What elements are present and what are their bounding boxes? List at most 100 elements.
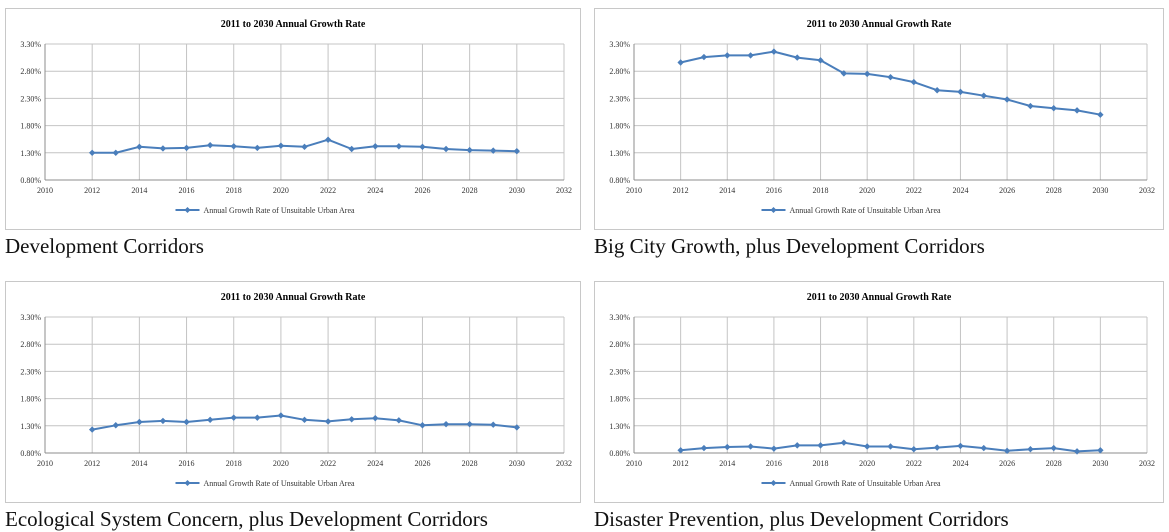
legend-label: Annual Growth Rate of Unsuitable Urban A…	[204, 206, 356, 215]
y-tick-label: 1.80%	[20, 395, 41, 404]
x-tick-label: 2022	[320, 186, 336, 195]
data-point	[112, 149, 119, 156]
x-tick-label: 2014	[131, 459, 147, 468]
data-point	[183, 144, 190, 152]
x-tick-label: 2012	[84, 186, 100, 195]
data-point	[490, 147, 497, 154]
chart-legend: Annual Growth Rate of Unsuitable Urban A…	[175, 479, 355, 488]
y-tick-label: 2.80%	[609, 67, 630, 76]
y-tick-label: 2.30%	[20, 367, 41, 376]
x-tick-label: 2030	[509, 186, 525, 195]
data-point	[1027, 445, 1034, 453]
data-point	[442, 145, 450, 153]
chart-caption: Ecological System Concern, plus Developm…	[5, 507, 488, 531]
chart-legend: Annual Growth Rate of Unsuitable Urban A…	[761, 479, 942, 488]
data-point	[980, 92, 987, 99]
x-tick-label: 2026	[999, 459, 1015, 468]
x-tick-label: 2022	[906, 459, 922, 468]
y-tick-label: 2.80%	[20, 340, 41, 349]
chart-frame: 2011 to 2030 Annual Growth Rate 0.80% 1.30…	[594, 281, 1164, 503]
data-point	[230, 414, 237, 421]
legend-marker-swatch	[184, 207, 191, 213]
plot-area	[45, 44, 564, 180]
chart-frame: 2011 to 2030 Annual Growth Rate 0.80% 1.30…	[594, 8, 1164, 230]
chart-title: 2011 to 2030 Annual Growth Rate	[221, 19, 366, 30]
y-tick-label: 0.80%	[20, 176, 41, 185]
data-point	[348, 145, 355, 153]
x-tick-label: 2018	[813, 459, 829, 468]
x-tick-label: 2026	[999, 186, 1015, 195]
x-tick-label: 2016	[179, 186, 195, 195]
x-tick-label: 2014	[719, 459, 735, 468]
data-point	[1097, 111, 1104, 118]
data-point	[466, 146, 473, 154]
data-point	[277, 412, 285, 419]
x-tick-label: 2014	[719, 186, 735, 195]
data-point	[677, 447, 684, 454]
data-point	[159, 417, 167, 425]
legend-label: Annual Growth Rate of Unsuitable Urban A…	[790, 479, 942, 488]
growth-rate-chart: 2011 to 2030 Annual Growth Rate 0.80% 1.30…	[20, 292, 572, 488]
chart-caption: Disaster Prevention, plus Development Co…	[594, 507, 1009, 531]
x-tick-label: 2018	[226, 459, 242, 468]
x-tick-label: 2028	[462, 459, 478, 468]
chart-title: 2011 to 2030 Annual Growth Rate	[807, 19, 952, 30]
data-point	[206, 141, 214, 149]
data-point	[513, 424, 521, 431]
x-tick-label: 2032	[556, 186, 572, 195]
y-tick-label: 2.30%	[609, 367, 630, 376]
x-tick-label: 2010	[37, 459, 53, 468]
chart-legend: Annual Growth Rate of Unsuitable Urban A…	[761, 206, 941, 215]
data-point	[230, 143, 237, 150]
data-point	[183, 418, 190, 426]
y-tick-label: 1.80%	[20, 122, 41, 131]
legend-marker-swatch	[770, 480, 777, 486]
data-point	[840, 439, 848, 446]
y-tick-label: 1.80%	[609, 395, 630, 404]
x-tick-label: 2020	[273, 459, 289, 468]
x-tick-label: 2014	[131, 186, 147, 195]
chart-caption: Big City Growth, plus Development Corrid…	[594, 234, 985, 258]
chart-frame: 2011 to 2030 Annual Growth Rate 0.80% 1.30…	[5, 8, 581, 230]
y-tick-label: 1.80%	[609, 122, 630, 131]
data-point	[254, 414, 261, 421]
x-tick-label: 2018	[226, 186, 242, 195]
growth-rate-chart: 2011 to 2030 Annual Growth Rate 0.80% 1.30…	[609, 19, 1155, 215]
chart-frame: 2011 to 2030 Annual Growth Rate 0.80% 1.30…	[5, 281, 581, 503]
data-point	[887, 443, 894, 450]
x-tick-label: 2012	[84, 459, 100, 468]
data-point	[419, 422, 426, 429]
y-tick-label: 1.30%	[609, 149, 630, 158]
data-point	[1097, 447, 1104, 454]
x-tick-label: 2032	[556, 459, 572, 468]
data-point	[724, 52, 731, 59]
data-point	[88, 149, 96, 156]
x-tick-label: 2020	[273, 186, 289, 195]
data-point	[840, 70, 848, 77]
data-point	[112, 422, 119, 429]
x-tick-label: 2020	[859, 186, 875, 195]
x-tick-label: 2026	[414, 186, 430, 195]
x-tick-label: 2018	[813, 186, 829, 195]
y-tick-label: 2.30%	[609, 94, 630, 103]
x-tick-label: 2012	[673, 186, 689, 195]
x-tick-label: 2016	[766, 186, 782, 195]
chart-title: 2011 to 2030 Annual Growth Rate	[221, 292, 366, 303]
x-tick-label: 2010	[626, 459, 642, 468]
x-tick-label: 2022	[320, 459, 336, 468]
data-point	[206, 416, 214, 424]
data-point	[419, 143, 426, 151]
data-point	[136, 143, 143, 151]
data-point	[301, 143, 308, 151]
growth-rate-chart: 2011 to 2030 Annual Growth Rate 0.80% 1.30…	[20, 19, 572, 215]
y-tick-label: 3.30%	[609, 40, 630, 49]
x-tick-label: 2030	[509, 459, 525, 468]
x-tick-label: 2024	[367, 186, 383, 195]
data-point	[254, 144, 261, 152]
data-point	[933, 444, 941, 451]
data-point	[301, 416, 308, 424]
data-point	[490, 421, 497, 428]
plot-area	[45, 317, 564, 453]
y-tick-label: 1.30%	[609, 422, 630, 431]
x-tick-label: 2010	[626, 186, 642, 195]
